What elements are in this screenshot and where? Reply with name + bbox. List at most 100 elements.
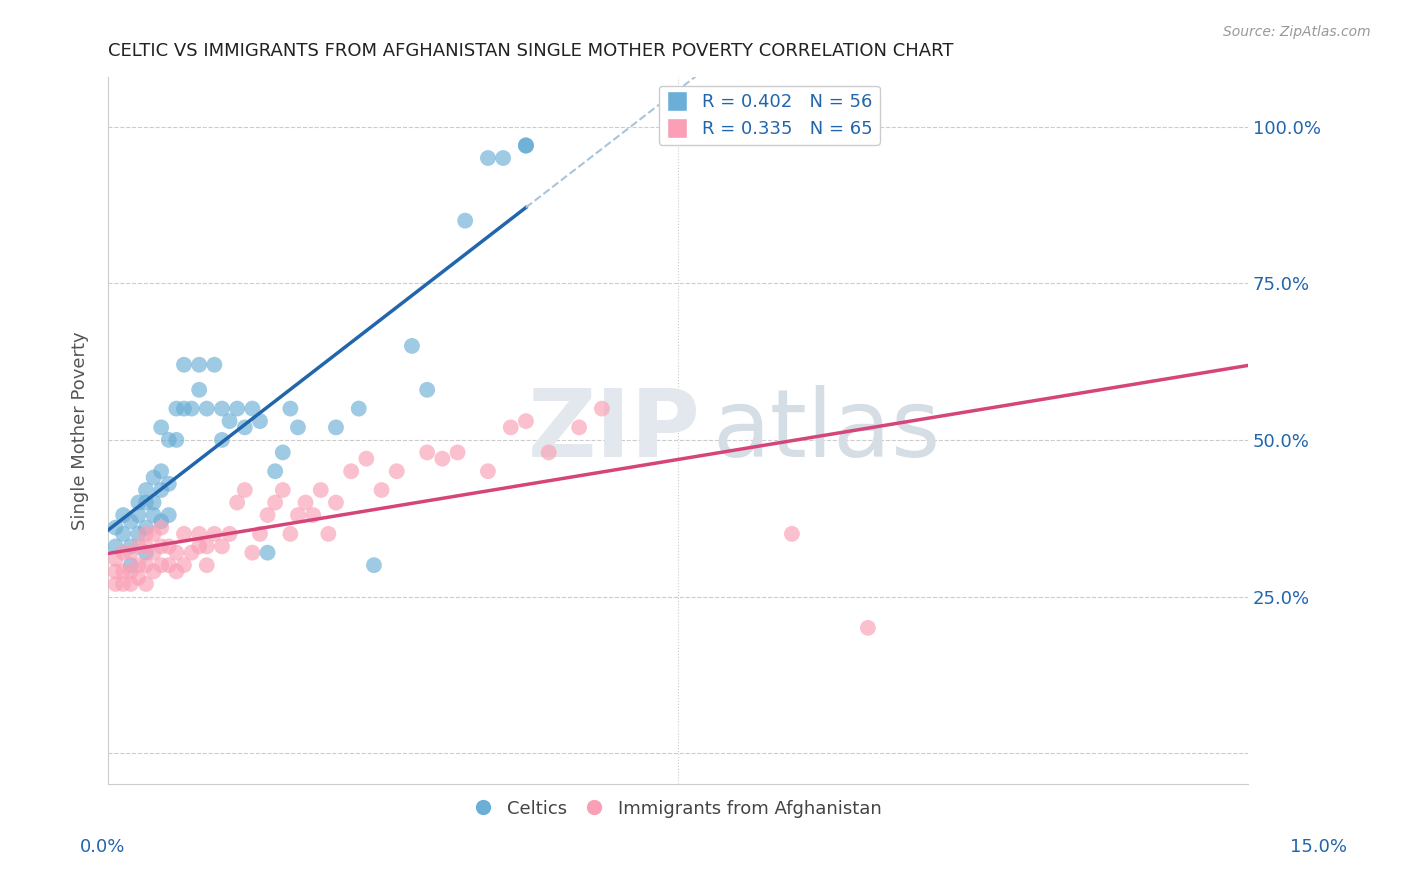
Point xyxy=(142,495,165,509)
Point xyxy=(416,383,439,397)
Point xyxy=(318,527,340,541)
Point xyxy=(120,540,142,554)
Point xyxy=(249,527,271,541)
Point xyxy=(112,577,135,591)
Point xyxy=(112,546,135,560)
Point xyxy=(135,577,157,591)
Point xyxy=(157,476,180,491)
Point xyxy=(211,401,233,416)
Point xyxy=(135,558,157,573)
Point xyxy=(226,401,249,416)
Point xyxy=(226,495,249,509)
Point xyxy=(256,546,278,560)
Y-axis label: Single Mother Poverty: Single Mother Poverty xyxy=(72,331,89,530)
Text: CELTIC VS IMMIGRANTS FROM AFGHANISTAN SINGLE MOTHER POVERTY CORRELATION CHART: CELTIC VS IMMIGRANTS FROM AFGHANISTAN SI… xyxy=(108,42,953,60)
Point xyxy=(287,508,309,522)
Point xyxy=(280,401,302,416)
Point xyxy=(112,527,135,541)
Point xyxy=(454,213,477,227)
Point xyxy=(127,571,149,585)
Point xyxy=(135,483,157,497)
Point xyxy=(173,358,195,372)
Point xyxy=(135,540,157,554)
Text: Source: ZipAtlas.com: Source: ZipAtlas.com xyxy=(1223,25,1371,39)
Point xyxy=(120,546,142,560)
Point xyxy=(127,527,149,541)
Point xyxy=(127,540,149,554)
Point xyxy=(188,527,211,541)
Point xyxy=(104,520,127,534)
Point xyxy=(135,520,157,534)
Point xyxy=(127,558,149,573)
Point xyxy=(202,358,225,372)
Point xyxy=(264,464,287,478)
Point xyxy=(142,565,165,579)
Point xyxy=(112,508,135,522)
Point xyxy=(180,546,202,560)
Point xyxy=(173,401,195,416)
Point xyxy=(385,464,408,478)
Point xyxy=(157,433,180,447)
Legend: Celtics, Immigrants from Afghanistan: Celtics, Immigrants from Afghanistan xyxy=(467,792,889,825)
Point xyxy=(240,401,263,416)
Point xyxy=(142,470,165,484)
Point xyxy=(211,540,233,554)
Point xyxy=(363,558,385,573)
Point xyxy=(211,433,233,447)
Point xyxy=(104,577,127,591)
Point xyxy=(150,483,173,497)
Point xyxy=(202,527,225,541)
Point xyxy=(112,565,135,579)
Point xyxy=(302,508,325,522)
Point xyxy=(287,420,309,434)
Point xyxy=(499,420,522,434)
Point xyxy=(477,464,499,478)
Point xyxy=(127,495,149,509)
Point xyxy=(264,495,287,509)
Point xyxy=(218,414,240,428)
Point xyxy=(294,495,316,509)
Text: atlas: atlas xyxy=(711,384,941,476)
Point xyxy=(195,540,218,554)
Point xyxy=(120,558,142,573)
Point xyxy=(780,527,803,541)
Point xyxy=(142,546,165,560)
Point xyxy=(120,565,142,579)
Point xyxy=(280,527,302,541)
Point xyxy=(150,464,173,478)
Point xyxy=(150,540,173,554)
Point xyxy=(135,527,157,541)
Text: 15.0%: 15.0% xyxy=(1291,838,1347,855)
Point xyxy=(150,558,173,573)
Point xyxy=(127,508,149,522)
Point xyxy=(135,546,157,560)
Point xyxy=(271,483,294,497)
Point xyxy=(157,540,180,554)
Point xyxy=(150,420,173,434)
Point xyxy=(356,451,378,466)
Point xyxy=(218,527,240,541)
Point xyxy=(233,483,256,497)
Point xyxy=(173,527,195,541)
Point xyxy=(142,527,165,541)
Point xyxy=(188,358,211,372)
Point xyxy=(165,565,187,579)
Point xyxy=(142,508,165,522)
Point xyxy=(249,414,271,428)
Point xyxy=(446,445,468,459)
Point xyxy=(157,508,180,522)
Point xyxy=(370,483,392,497)
Point xyxy=(591,401,613,416)
Point xyxy=(188,383,211,397)
Point xyxy=(180,401,202,416)
Point xyxy=(477,151,499,165)
Point xyxy=(104,540,127,554)
Point xyxy=(150,520,173,534)
Point xyxy=(492,151,515,165)
Point xyxy=(432,451,454,466)
Point xyxy=(325,420,347,434)
Point xyxy=(157,558,180,573)
Point xyxy=(104,565,127,579)
Point xyxy=(856,621,879,635)
Point xyxy=(515,138,537,153)
